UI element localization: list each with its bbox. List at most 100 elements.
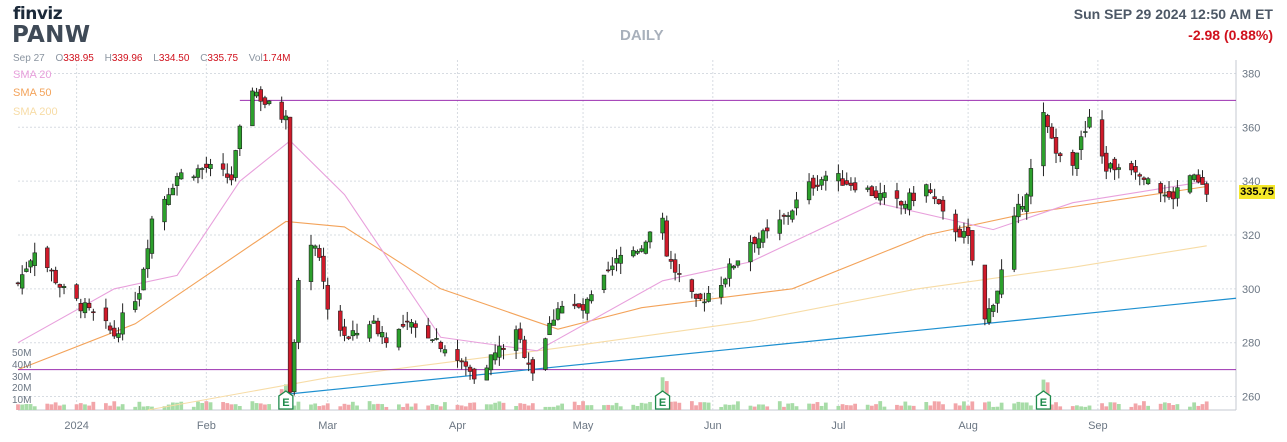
- volume-bar: [1070, 406, 1075, 410]
- candle-up: [396, 328, 402, 348]
- candle-up: [907, 192, 912, 210]
- candle-up: [635, 250, 640, 254]
- candle-up: [82, 302, 88, 314]
- volume-bar: [91, 401, 96, 410]
- candle-down: [752, 236, 757, 245]
- candle-down: [463, 361, 469, 367]
- volume-bar: [899, 405, 904, 410]
- volume-bar: [526, 405, 531, 410]
- candle-down: [970, 230, 975, 261]
- candle-up: [601, 274, 607, 290]
- volume-bar: [355, 405, 359, 410]
- volume-bar: [208, 402, 213, 410]
- candle-up: [614, 258, 619, 264]
- candle-down: [375, 320, 381, 335]
- volume-bar: [514, 405, 518, 410]
- candle-down: [225, 173, 230, 178]
- candle-down: [940, 199, 946, 212]
- candle-down: [936, 199, 942, 204]
- volume-bar: [342, 403, 347, 410]
- candle-up: [589, 294, 594, 302]
- volume-bar: [133, 406, 138, 410]
- candle-down: [15, 282, 21, 285]
- candle-down: [400, 323, 406, 327]
- candle-up: [903, 203, 908, 209]
- volume-bar: [455, 404, 460, 410]
- volume-bar: [384, 406, 389, 410]
- volume-bar: [669, 401, 673, 410]
- candle-down: [107, 325, 113, 331]
- volume-bar: [20, 404, 25, 410]
- volume-bar: [28, 404, 33, 410]
- candle-down: [1141, 177, 1147, 180]
- volume-bar: [928, 405, 933, 410]
- trendline: [290, 297, 1237, 395]
- volume-bar: [413, 403, 418, 410]
- candle-down: [840, 178, 845, 186]
- volume-bar: [911, 405, 916, 410]
- candle-down: [869, 186, 875, 197]
- candle-up: [1162, 194, 1168, 197]
- volume-bar: [1012, 403, 1017, 410]
- candle-up: [547, 322, 552, 336]
- candlesticks: [15, 86, 1209, 396]
- candle-down: [693, 293, 699, 299]
- volume-bar: [1171, 405, 1176, 410]
- candle-down: [698, 293, 703, 300]
- low-key: L: [153, 53, 159, 64]
- candle-down: [765, 227, 770, 232]
- candle-down: [965, 226, 971, 236]
- candle-up: [794, 199, 799, 209]
- candle-down: [1104, 152, 1109, 172]
- finviz-logo[interactable]: finviz: [13, 4, 63, 24]
- horizontal-levels: [18, 99, 1237, 395]
- candle-up: [823, 175, 828, 181]
- candle-up: [442, 349, 448, 354]
- volume-bar: [727, 404, 732, 410]
- candle-up: [1041, 112, 1046, 167]
- volume-bar: [112, 401, 117, 410]
- volume-bar: [518, 403, 523, 410]
- candle-up: [371, 320, 376, 324]
- candle-down: [844, 180, 849, 185]
- candle-up: [706, 292, 711, 302]
- volume-bar: [87, 405, 92, 410]
- candle-down: [982, 264, 988, 320]
- volume-bar: [1024, 402, 1029, 410]
- candle-down: [1049, 126, 1055, 139]
- volume-bar: [254, 403, 259, 410]
- volume-bar: [24, 404, 29, 410]
- volume-bar: [689, 401, 694, 410]
- legend-sma200[interactable]: SMA 200: [13, 106, 58, 118]
- volume-bar: [145, 406, 150, 410]
- legend-sma50[interactable]: SMA 50: [13, 87, 52, 99]
- candle-up: [806, 181, 812, 201]
- candle-down: [413, 323, 418, 328]
- volume-bar: [765, 406, 770, 410]
- volume-bar: [371, 404, 376, 410]
- volume-bar: [748, 405, 753, 410]
- volume-bar: [263, 404, 267, 410]
- earnings-marker-label: E: [1040, 397, 1047, 409]
- open-key: O: [55, 53, 64, 64]
- volume-bar: [1112, 402, 1117, 410]
- ohlc-date: Sep 27: [13, 53, 45, 64]
- volume-bar: [895, 404, 899, 410]
- volume-bar: [1054, 402, 1058, 410]
- candle-up: [292, 342, 297, 393]
- candle-up: [120, 312, 125, 335]
- volume-bar: [777, 401, 782, 410]
- candle-up: [1011, 215, 1017, 270]
- candle-up: [166, 194, 171, 205]
- candle-down: [953, 213, 958, 233]
- candle-up: [296, 280, 301, 343]
- legend-sma20[interactable]: SMA 20: [13, 69, 52, 81]
- candle-up: [1145, 178, 1151, 185]
- y-tick-label: 260: [1242, 392, 1260, 404]
- volume-bar: [610, 405, 615, 410]
- candle-down: [103, 307, 109, 322]
- volume-bar: [865, 404, 870, 410]
- volume-bar: [401, 406, 405, 410]
